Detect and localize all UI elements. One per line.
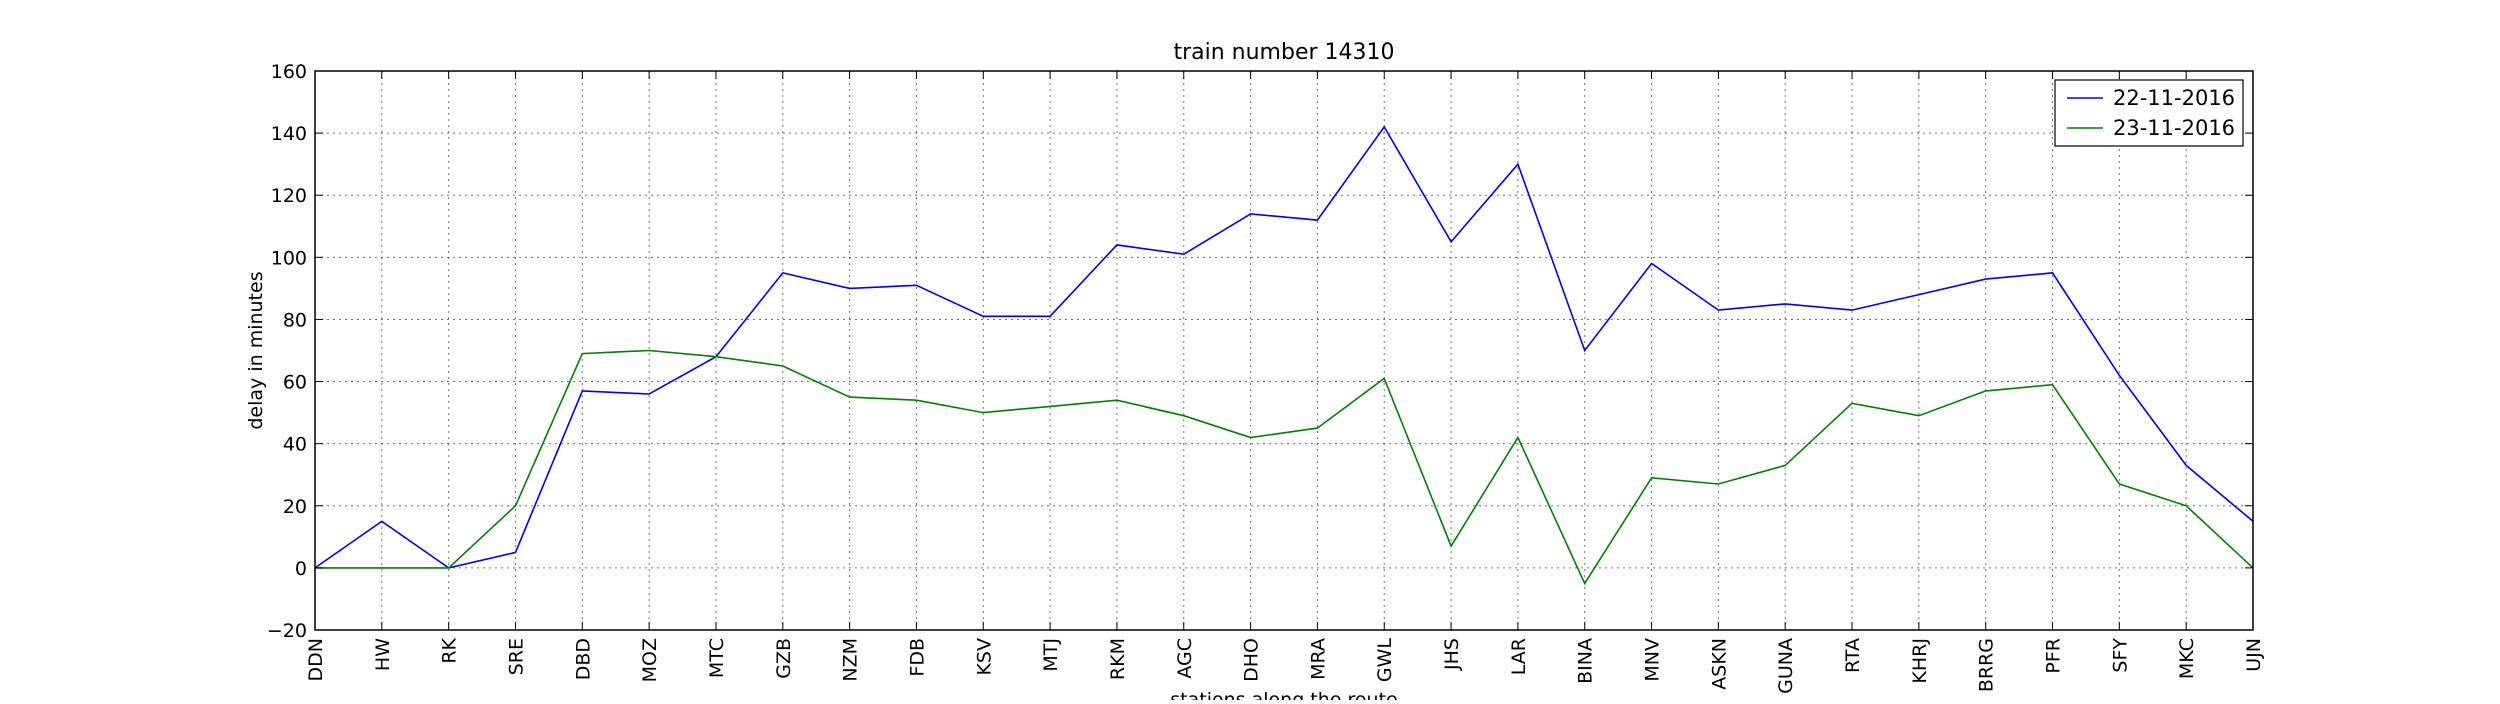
legend: 22-11-2016 23-11-2016 [2054, 79, 2244, 147]
y-axis-ticks: −20 0 20 40 60 80 100 120 140 160 [267, 61, 2253, 642]
x-tick-label: BRRG [1976, 638, 1998, 692]
grid-layer [314, 70, 2254, 631]
x-tick-label: DHO [1241, 638, 1263, 682]
legend-box [2054, 79, 2244, 147]
legend-label-1: 22-11-2016 [2113, 86, 2235, 110]
x-tick-label: MTC [706, 638, 728, 678]
y-tick-label: 60 [283, 372, 307, 394]
plot-frame [314, 70, 2254, 631]
x-tick-label: RKM [1107, 638, 1129, 680]
x-tick-label: KHRJ [1909, 638, 1931, 684]
x-tick-label: DBD [572, 638, 594, 680]
x-tick-label: RK [439, 637, 461, 663]
x-tick-label: SFY [2109, 638, 2131, 673]
y-tick-label: 20 [283, 496, 307, 518]
x-tick-label: GUNA [1775, 638, 1797, 694]
y-tick-label: 160 [271, 61, 307, 83]
series-layer [314, 125, 2254, 586]
x-axis-title: stations along the route [1170, 689, 1397, 700]
x-tick-label: RTA [1842, 638, 1864, 673]
y-tick-label: 120 [271, 185, 307, 207]
y-tick-label: 100 [271, 247, 307, 269]
x-tick-label: AGC [1174, 638, 1196, 679]
x-tick-label: FDB [906, 638, 928, 677]
x-tick-label: SRE [505, 638, 527, 675]
x-tick-label: JHS [1441, 638, 1463, 671]
y-axis-title: delay in minutes [245, 271, 267, 429]
y-tick-label: 80 [283, 309, 307, 331]
x-tick-label: KSV [973, 638, 995, 676]
x-axis-ticks: DDN HW RK SRE DBD MOZ MTC GZB NZM FDB KSV MTJ RKM AGC… [305, 71, 2265, 694]
x-tick-label: LAR [1508, 638, 1530, 675]
legend-label-2: 23-11-2016 [2113, 116, 2235, 140]
y-tick-label: −20 [267, 620, 307, 642]
y-tick-label: 40 [283, 434, 307, 456]
y-tick-label: 140 [271, 123, 307, 145]
x-tick-label: MTJ [1040, 638, 1062, 672]
x-tick-label: BINA [1575, 638, 1597, 684]
x-tick-label: UJN [2243, 638, 2265, 672]
x-tick-label: MOZ [639, 638, 661, 682]
x-tick-label: GZB [773, 638, 795, 679]
x-tick-label: MKC [2176, 638, 2198, 679]
chart-title: train number 14310 [1173, 40, 1394, 65]
x-tick-label: DDN [305, 638, 327, 681]
x-tick-label: GWL [1374, 638, 1396, 683]
series-line-2 [315, 349, 2254, 586]
x-tick-label: HW [372, 638, 394, 671]
x-tick-label: ASKN [1708, 638, 1730, 690]
x-tick-label: MRA [1307, 638, 1329, 680]
y-tick-label: 0 [295, 558, 307, 580]
x-tick-label: MNV [1642, 638, 1664, 682]
series-line-1 [314, 125, 2254, 569]
x-tick-label: PFR [2043, 638, 2065, 674]
x-tick-label: NZM [840, 638, 862, 682]
